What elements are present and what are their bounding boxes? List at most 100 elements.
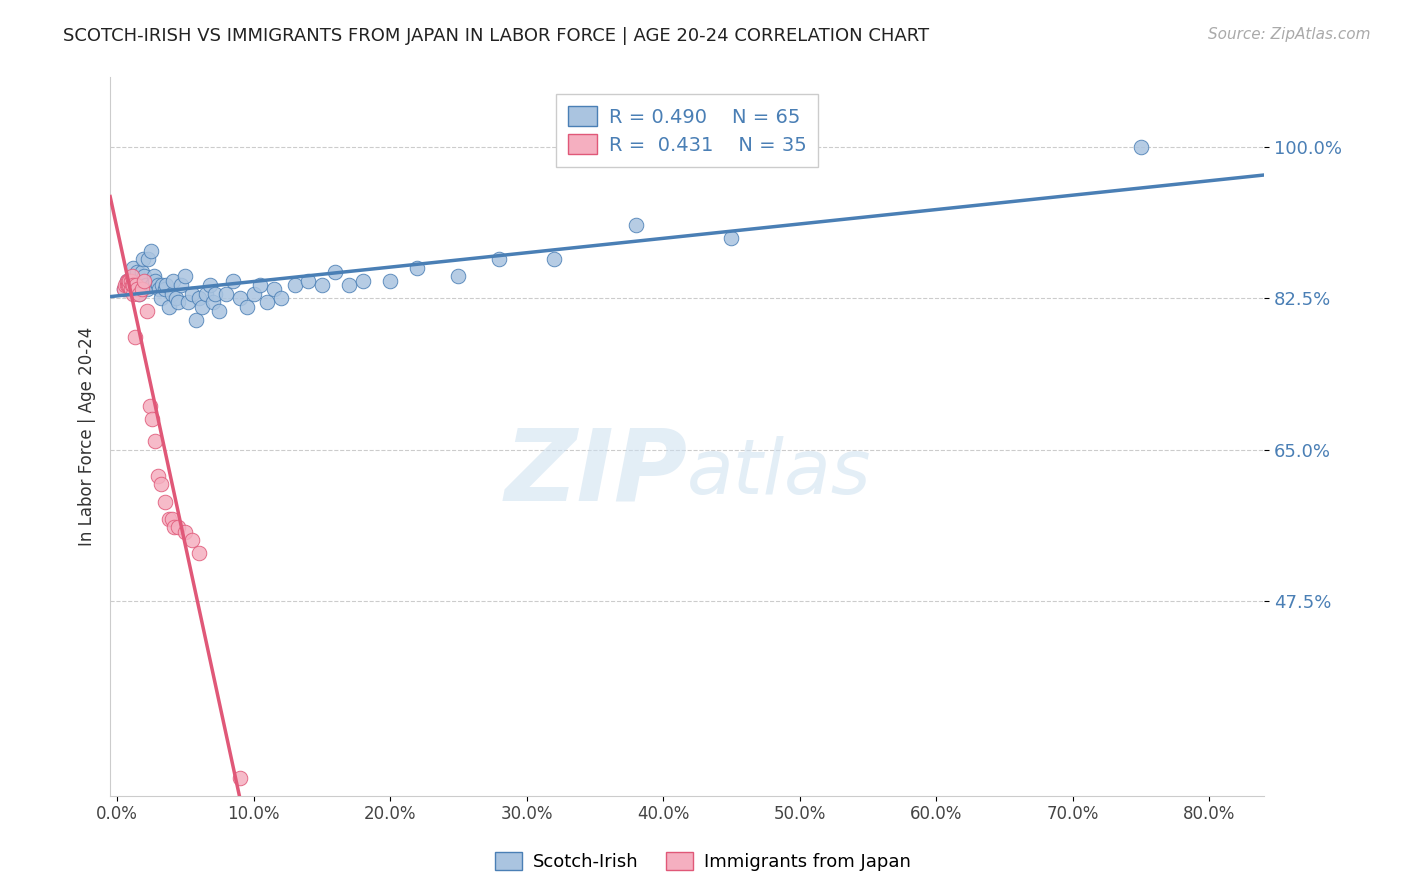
Point (138, 252, 160, 267)
Point (229, 772, 252, 786)
Point (124, 274, 146, 288)
Point (134, 269, 156, 284)
Point (1130, 139, 1153, 153)
Point (141, 412, 163, 426)
Point (143, 274, 166, 288)
Point (121, 278, 143, 293)
Point (170, 278, 193, 293)
Point (270, 291, 292, 305)
Point (543, 252, 565, 267)
Point (162, 274, 184, 288)
Point (112, 283, 135, 297)
Point (194, 286, 217, 301)
Point (235, 300, 257, 314)
Point (122, 286, 145, 301)
Point (215, 286, 238, 301)
Point (447, 269, 470, 284)
Point (181, 533, 204, 548)
Point (167, 520, 190, 534)
Point (134, 274, 156, 288)
Point (186, 312, 208, 326)
Text: SCOTCH-IRISH VS IMMIGRANTS FROM JAPAN IN LABOR FORCE | AGE 20-24 CORRELATION CHA: SCOTCH-IRISH VS IMMIGRANTS FROM JAPAN IN… (63, 27, 929, 45)
Point (160, 286, 183, 301)
Point (165, 291, 187, 305)
Point (132, 252, 155, 267)
Point (187, 291, 209, 305)
Point (249, 278, 271, 293)
Point (149, 291, 172, 305)
Point (121, 269, 143, 284)
Point (146, 468, 169, 483)
Text: Source: ZipAtlas.com: Source: ZipAtlas.com (1208, 27, 1371, 42)
Point (153, 494, 176, 508)
Point (143, 434, 166, 448)
Point (174, 524, 197, 539)
Point (720, 230, 742, 244)
Point (337, 278, 360, 293)
Point (135, 278, 157, 293)
Point (124, 330, 146, 344)
Point (127, 283, 149, 297)
Point (263, 283, 285, 297)
Point (624, 218, 647, 232)
Y-axis label: In Labor Force | Age 20-24: In Labor Force | Age 20-24 (79, 327, 96, 546)
Point (174, 269, 197, 284)
Point (242, 286, 264, 301)
Point (131, 283, 153, 297)
Point (115, 274, 138, 288)
Point (118, 278, 141, 293)
Point (128, 286, 150, 301)
Point (141, 278, 163, 293)
Text: ZIP: ZIP (505, 424, 688, 521)
Point (352, 274, 374, 288)
Point (136, 304, 159, 318)
Point (177, 295, 200, 310)
Point (181, 286, 204, 301)
Point (488, 252, 510, 267)
Point (127, 265, 149, 279)
Point (167, 295, 190, 310)
Point (222, 274, 245, 288)
Point (149, 477, 172, 491)
Point (117, 274, 139, 288)
Point (139, 244, 162, 258)
Point (142, 269, 165, 284)
Point (150, 278, 173, 293)
Point (122, 278, 145, 293)
Point (114, 278, 136, 293)
Point (128, 286, 150, 301)
Point (204, 286, 226, 301)
Point (118, 274, 141, 288)
Point (190, 300, 212, 314)
Point (157, 512, 180, 526)
Point (160, 512, 183, 526)
Legend: R = 0.490    N = 65, R =  0.431    N = 35: R = 0.490 N = 65, R = 0.431 N = 35 (557, 95, 818, 167)
Point (125, 278, 148, 293)
Point (163, 520, 186, 534)
Point (297, 274, 319, 288)
Point (201, 295, 224, 310)
Point (131, 265, 153, 279)
Point (117, 278, 139, 293)
Point (229, 291, 252, 305)
Point (187, 546, 209, 560)
Point (115, 278, 138, 293)
Point (125, 278, 148, 293)
Point (325, 265, 347, 279)
Point (153, 283, 176, 297)
Point (378, 274, 401, 288)
Point (146, 278, 169, 293)
Text: atlas: atlas (688, 435, 872, 509)
Point (120, 283, 142, 297)
Legend: Scotch-Irish, Immigrants from Japan: Scotch-Irish, Immigrants from Japan (488, 845, 918, 879)
Point (112, 283, 135, 297)
Point (129, 278, 152, 293)
Point (155, 278, 177, 293)
Point (115, 274, 138, 288)
Point (283, 278, 305, 293)
Point (198, 278, 221, 293)
Point (117, 278, 139, 293)
Point (256, 295, 278, 310)
Point (136, 283, 159, 297)
Point (122, 260, 145, 275)
